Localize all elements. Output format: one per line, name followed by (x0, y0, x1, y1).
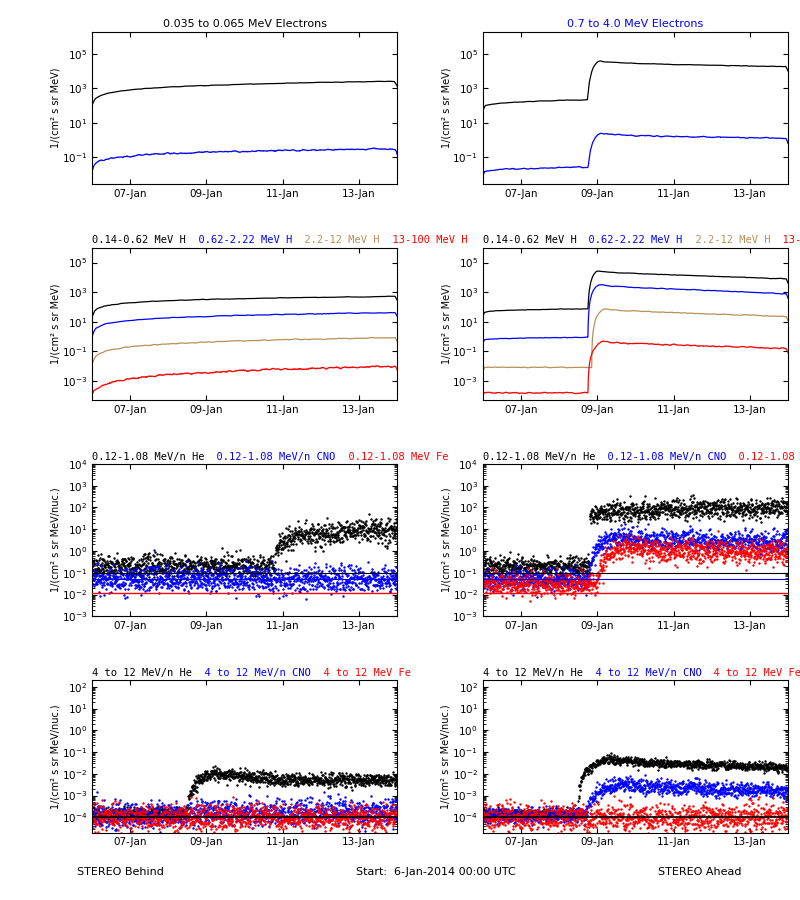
Text: Start:  6-Jan-2014 00:00 UTC: Start: 6-Jan-2014 00:00 UTC (356, 867, 516, 877)
Text: 0.12-1.08 MeV/n He: 0.12-1.08 MeV/n He (482, 452, 595, 462)
Y-axis label: 1/(cm² s sr MeV/nuc.): 1/(cm² s sr MeV/nuc.) (441, 704, 451, 809)
Text: 2.2-12 MeV H: 2.2-12 MeV H (292, 236, 379, 246)
Text: STEREO Ahead: STEREO Ahead (658, 867, 742, 877)
Text: 0.14-0.62 MeV H: 0.14-0.62 MeV H (92, 236, 186, 246)
Text: 4 to 12 MeV/n He: 4 to 12 MeV/n He (482, 668, 582, 678)
Y-axis label: 1/(cm² s sr MeV): 1/(cm² s sr MeV) (441, 284, 451, 364)
Text: 2.2-12 MeV H: 2.2-12 MeV H (682, 236, 770, 246)
Text: 0.12-1.08 MeV/n He: 0.12-1.08 MeV/n He (92, 452, 205, 462)
Y-axis label: 1/(cm² s sr MeV): 1/(cm² s sr MeV) (50, 284, 60, 364)
Text: 4 to 12 MeV/n He: 4 to 12 MeV/n He (92, 668, 192, 678)
Text: 0.12-1.08 MeV Fe: 0.12-1.08 MeV Fe (336, 452, 448, 462)
Text: 0.12-1.08 MeV/n CNO: 0.12-1.08 MeV/n CNO (205, 452, 336, 462)
Text: STEREO Behind: STEREO Behind (77, 867, 163, 877)
Y-axis label: 1/(cm² s sr MeV): 1/(cm² s sr MeV) (441, 68, 451, 148)
Y-axis label: 1/(cm² s sr MeV/nuc.): 1/(cm² s sr MeV/nuc.) (441, 488, 451, 592)
Text: 0.62-2.22 MeV H: 0.62-2.22 MeV H (186, 236, 292, 246)
Text: 0.12-1.08 MeV/n CNO: 0.12-1.08 MeV/n CNO (595, 452, 726, 462)
Text: 0.14-0.62 MeV H: 0.14-0.62 MeV H (482, 236, 577, 246)
Y-axis label: 1/(cm² s sr MeV/nuc.): 1/(cm² s sr MeV/nuc.) (50, 488, 60, 592)
Text: 4 to 12 MeV/n CNO: 4 to 12 MeV/n CNO (192, 668, 310, 678)
Text: 4 to 12 MeV Fe: 4 to 12 MeV Fe (702, 668, 800, 678)
Y-axis label: 1/(cm² s sr MeV): 1/(cm² s sr MeV) (50, 68, 60, 148)
Text: 4 to 12 MeV/n CNO: 4 to 12 MeV/n CNO (582, 668, 702, 678)
Title: 0.035 to 0.065 MeV Electrons: 0.035 to 0.065 MeV Electrons (162, 19, 326, 30)
Y-axis label: 1/(cm² s sr MeV/nuc.): 1/(cm² s sr MeV/nuc.) (50, 704, 60, 809)
Text: 0.62-2.22 MeV H: 0.62-2.22 MeV H (577, 236, 682, 246)
Text: 13-100 MeV H: 13-100 MeV H (379, 236, 467, 246)
Text: 4 to 12 MeV Fe: 4 to 12 MeV Fe (310, 668, 410, 678)
Text: 0.12-1.08 MeV Fe: 0.12-1.08 MeV Fe (726, 452, 800, 462)
Title: 0.7 to 4.0 MeV Electrons: 0.7 to 4.0 MeV Electrons (567, 19, 703, 30)
Text: 13-100 MeV H: 13-100 MeV H (770, 236, 800, 246)
